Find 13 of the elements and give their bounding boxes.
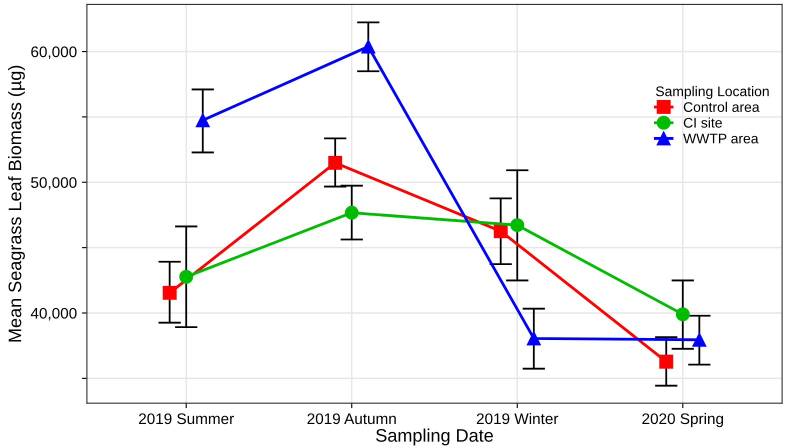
x-tick-label: 2020 Spring [642,412,723,428]
legend-label: Control area [684,102,760,112]
y-axis-title: Mean Seagrass Leaf Biomass (µg) [8,66,25,342]
legend-label: CI site [684,118,722,128]
x-tick-label: 2019 Summer [139,413,234,424]
y-tick-label: 50,000 [31,177,77,190]
legend-label: WWTP area [683,134,758,144]
x-tick-label: 2019 Autumn [307,413,396,424]
x-tick-label: 2019 Winter [476,412,558,424]
y-tick-label: 60,000 [31,46,77,60]
y-tick-label: 40,000 [30,308,77,320]
legend-title: Sampling Location [656,86,769,100]
x-axis-title: Sampling Date [376,428,493,446]
